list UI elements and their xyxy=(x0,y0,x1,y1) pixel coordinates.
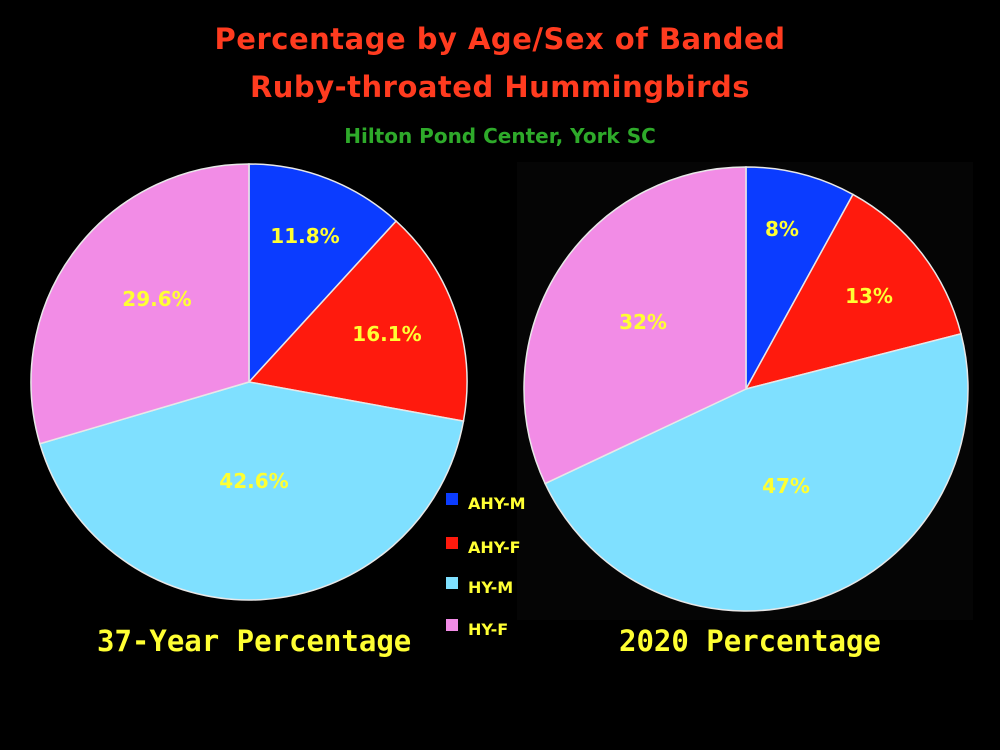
slice-ahy-f xyxy=(247,220,468,422)
slice-hy-m xyxy=(38,381,465,601)
pie-1-caption: 37-Year Percentage xyxy=(97,624,412,658)
legend-item-ahy-m: AHY-M xyxy=(446,493,526,513)
legend-item-hy-m: HY-M xyxy=(446,577,513,597)
slice-label-hy-f: 32% xyxy=(619,310,667,334)
slice-hy-f xyxy=(30,163,250,445)
slice-label-ahy-m: 11.8% xyxy=(270,224,339,248)
legend-swatch-hy-f xyxy=(446,619,458,631)
slice-ahy-m xyxy=(248,163,398,384)
legend-swatch-hy-m xyxy=(446,577,458,589)
slice-ahy-f xyxy=(744,193,962,391)
pie-2-caption: 2020 Percentage xyxy=(619,624,881,658)
slice-label-ahy-f: 13% xyxy=(845,284,893,308)
slice-hy-m xyxy=(544,332,969,612)
chart-title-line-2: Ruby-throated Hummingbirds xyxy=(249,70,751,104)
legend-swatch-ahy-f xyxy=(446,537,458,549)
legend-label-hy-f: HY-F xyxy=(468,620,508,639)
slice-label-hy-f: 29.6% xyxy=(122,287,191,311)
legend: AHY-M AHY-F HY-M HY-F xyxy=(446,493,526,639)
legend-label-ahy-m: AHY-M xyxy=(468,494,526,513)
slice-label-ahy-f: 16.1% xyxy=(352,322,421,346)
slice-label-hy-m: 47% xyxy=(762,474,810,498)
slice-label-ahy-m: 8% xyxy=(765,217,799,241)
slice-label-hy-m: 42.6% xyxy=(219,469,288,493)
legend-item-hy-f: HY-F xyxy=(446,619,508,639)
chart-title-line-1: Percentage by Age/Sex of Banded xyxy=(214,22,786,56)
legend-item-ahy-f: AHY-F xyxy=(446,537,521,557)
slice-ahy-m xyxy=(745,166,854,390)
legend-label-hy-m: HY-M xyxy=(468,578,513,597)
pie-2020: 8% 13% 47% 32% xyxy=(523,166,969,612)
legend-swatch-ahy-m xyxy=(446,493,458,505)
chart-subtitle: Hilton Pond Center, York SC xyxy=(344,124,656,148)
pie-37-year: 11.8% 16.1% 42.6% 29.6% xyxy=(30,163,468,601)
slice-hy-f xyxy=(523,166,747,485)
legend-label-ahy-f: AHY-F xyxy=(468,538,521,557)
